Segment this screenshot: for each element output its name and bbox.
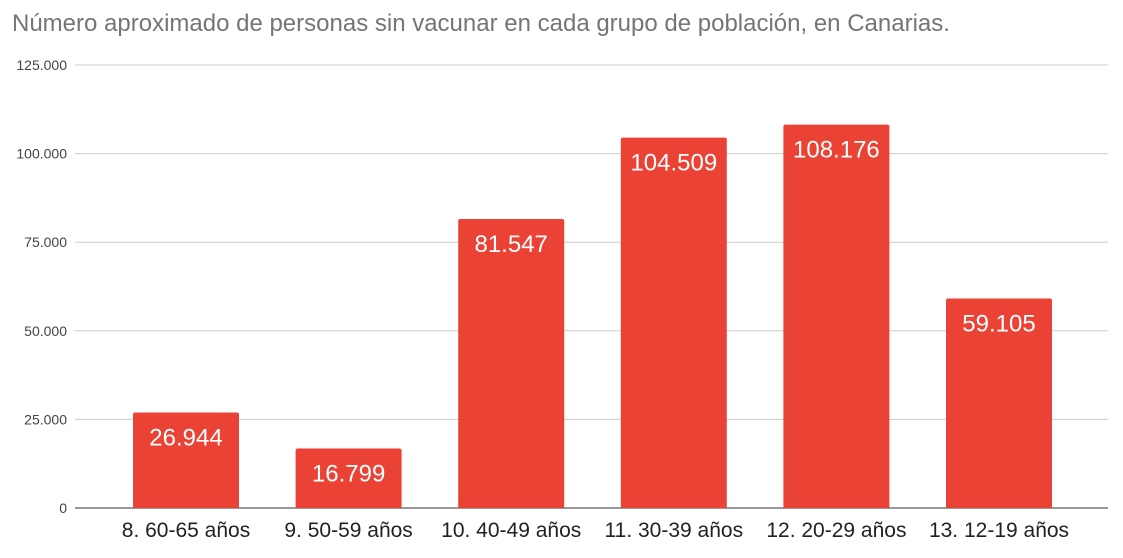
data-labels: 26.944 16.799 81.547 104.509 108.176 59.105 (149, 137, 1035, 488)
bar-value-label: 16.799 (312, 460, 385, 487)
bar (458, 218, 565, 508)
bar-value-label: 81.547 (474, 231, 547, 258)
bar (620, 137, 727, 508)
bar-value-label: 59.105 (962, 311, 1035, 338)
category-label: 8. 60-65 años (122, 519, 250, 542)
bar (295, 448, 402, 508)
bars (133, 124, 1052, 508)
bar-value-label: 108.176 (793, 137, 880, 164)
bar-value-label: 26.944 (149, 425, 222, 452)
y-tick-label: 50.000 (24, 323, 67, 339)
y-tick-label: 125.000 (16, 57, 67, 73)
y-tick-label: 25.000 (24, 411, 67, 427)
y-tick-label: 100.000 (16, 146, 67, 162)
y-axis-ticks: 0 25.000 50.000 75.000 100.000 125.000 (16, 57, 67, 516)
bar (133, 412, 239, 508)
x-axis-categories: 8. 60-65 años 9. 50-59 años 10. 40-49 años… (122, 519, 1069, 542)
category-label: 9. 50-59 años (284, 519, 412, 542)
chart-title: Número aproximado de personas sin vacuna… (12, 10, 950, 37)
bar-value-label: 104.509 (630, 150, 717, 177)
category-label: 11. 30-39 años (605, 519, 744, 542)
category-label: 10. 40-49 años (441, 519, 581, 542)
category-label: 12. 20-29 años (766, 519, 906, 542)
bar (783, 124, 890, 508)
y-tick-label: 75.000 (24, 234, 67, 250)
bar (946, 298, 1052, 508)
category-label: 13. 12-19 años (929, 519, 1069, 542)
y-tick-label: 0 (59, 500, 67, 516)
gridlines (75, 64, 1108, 509)
